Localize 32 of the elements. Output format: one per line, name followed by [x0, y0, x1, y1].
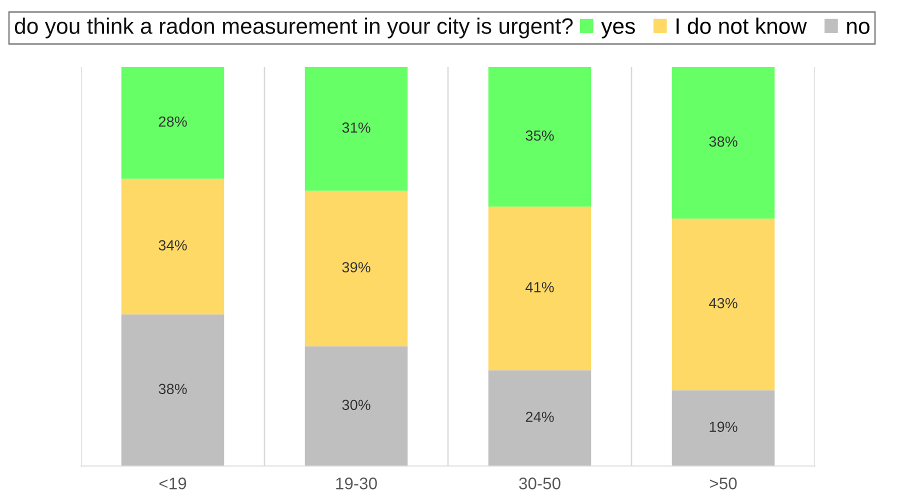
data-label: 38%: [158, 384, 187, 394]
bar: [304, 346, 408, 466]
bar: [672, 67, 775, 219]
data-label: 41%: [525, 282, 554, 292]
data-label: 35%: [526, 130, 554, 141]
data-label: 30%: [342, 400, 370, 410]
bar: [304, 67, 408, 191]
bar: [121, 314, 224, 466]
bar: [672, 218, 775, 390]
data-label: 24%: [526, 412, 554, 422]
legend-label: I do not know: [676, 18, 807, 34]
data-label: 39%: [342, 262, 370, 272]
legend-label: no: [847, 22, 870, 34]
bar: [488, 67, 592, 207]
x-tick-label: 30-50: [519, 478, 560, 490]
x-tick-label: 19-30: [336, 478, 377, 490]
data-label: 34%: [158, 240, 187, 250]
data-label: 19%: [710, 422, 738, 432]
bar: [304, 190, 408, 346]
legend-label: yes: [601, 22, 635, 38]
x-tick-label: <19: [159, 478, 186, 490]
bar: [488, 206, 592, 370]
data-label: 38%: [709, 136, 738, 147]
bar: [488, 370, 592, 466]
bar: [121, 178, 224, 314]
bar: [121, 67, 224, 179]
x-tick-label: >50: [710, 478, 737, 490]
data-label: 28%: [158, 116, 187, 127]
chart-title: do you think a radon measurement in your city is urgent?: [14, 18, 573, 38]
data-label: 31%: [342, 122, 370, 133]
bar: [672, 390, 775, 466]
data-label: 43%: [708, 298, 738, 308]
